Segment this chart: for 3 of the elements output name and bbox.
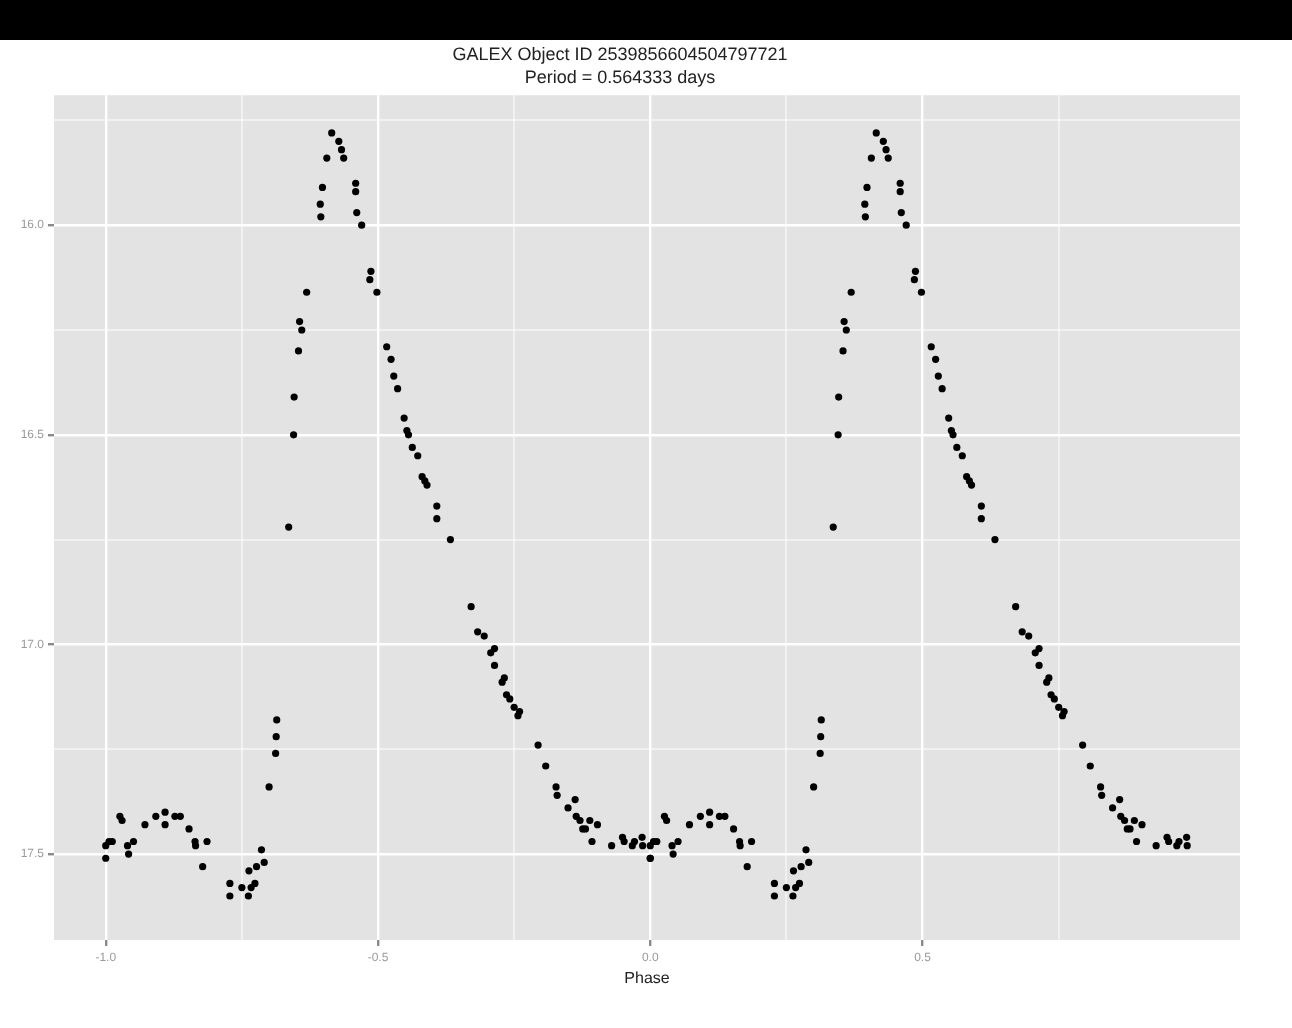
chart-subtitle: Period = 0.564333 days — [524, 67, 717, 88]
chart-title: GALEX Object ID 2539856604504797721 — [452, 43, 788, 64]
x-axis-title: Phase — [624, 968, 671, 987]
